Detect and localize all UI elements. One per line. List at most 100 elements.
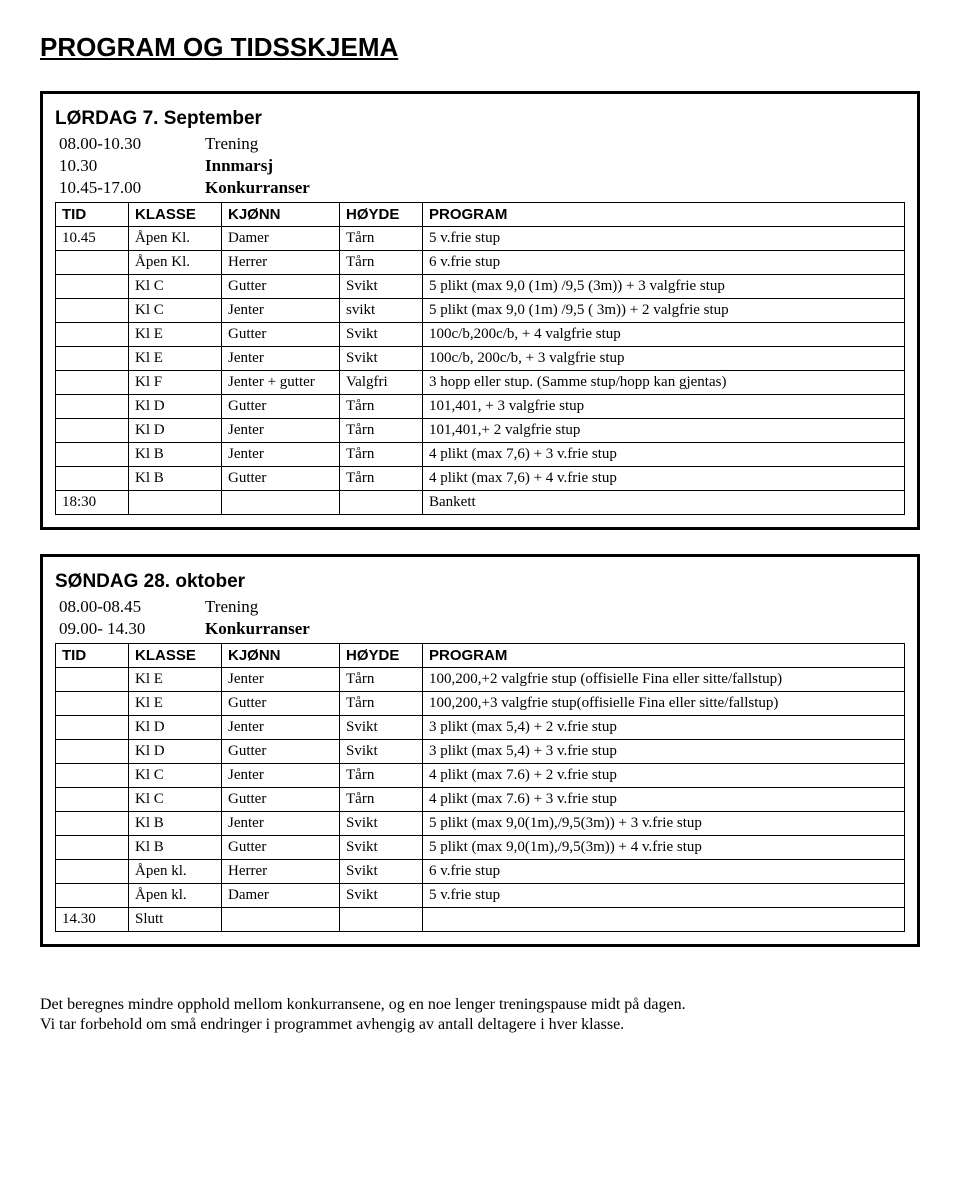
table-row: 10.45Åpen Kl.DamerTårn5 v.frie stup [56,227,905,251]
table-row: Kl BJenterSvikt5 plikt (max 9,0(1m),/9,5… [56,812,905,836]
table-cell [340,491,423,515]
table-cell: Kl E [129,347,222,371]
table-cell [56,860,129,884]
table-cell: Gutter [222,788,340,812]
table-row: Kl CGutterTårn4 plikt (max 7.6) + 3 v.fr… [56,788,905,812]
table-cell: Svikt [340,716,423,740]
table-cell [56,740,129,764]
table-cell: Kl C [129,764,222,788]
table-cell: 100,200,+3 valgfrie stup(offisielle Fina… [423,692,905,716]
table-cell: Tårn [340,227,423,251]
table-cell: 4 plikt (max 7.6) + 2 v.frie stup [423,764,905,788]
table-cell: 3 hopp eller stup. (Samme stup/hopp kan … [423,371,905,395]
table-cell: Tårn [340,395,423,419]
table-cell [56,836,129,860]
table-cell: Kl B [129,467,222,491]
col-header: KLASSE [129,644,222,668]
table-cell: Slutt [129,908,222,932]
table-cell: 100c/b,200c/b, + 4 valgfrie stup [423,323,905,347]
table-row: Kl DGutterSvikt3 plikt (max 5,4) + 3 v.f… [56,740,905,764]
table-cell [56,395,129,419]
table-row: Kl EGutterSvikt100c/b,200c/b, + 4 valgfr… [56,323,905,347]
table-cell: 6 v.frie stup [423,860,905,884]
table-cell: 5 plikt (max 9,0(1m),/9,5(3m)) + 3 v.fri… [423,812,905,836]
table-cell [56,299,129,323]
table-row: Åpen kl.DamerSvikt5 v.frie stup [56,884,905,908]
table-cell: Åpen Kl. [129,227,222,251]
table-cell: Svikt [340,812,423,836]
col-header: PROGRAM [423,203,905,227]
col-header: TID [56,203,129,227]
day1-box: LØRDAG 7. September 08.00-10.30Trening 1… [40,91,920,530]
table-cell: Svikt [340,347,423,371]
day2-prelines: 08.00-08.45Trening 09.00- 14.30Konkurran… [55,595,314,641]
table-cell: 101,401,+ 2 valgfrie stup [423,419,905,443]
table-cell [56,419,129,443]
table-cell: Tårn [340,764,423,788]
day2-box: SØNDAG 28. oktober 08.00-08.45Trening 09… [40,554,920,947]
table-cell [222,908,340,932]
col-header: HØYDE [340,644,423,668]
table-cell: Herrer [222,860,340,884]
table-cell: 4 plikt (max 7,6) + 4 v.frie stup [423,467,905,491]
table-cell: svikt [340,299,423,323]
table-row: Kl EJenterTårn100,200,+2 valgfrie stup (… [56,668,905,692]
table-cell [56,251,129,275]
table-cell: Kl D [129,716,222,740]
table-cell [340,908,423,932]
table-cell [56,443,129,467]
table-cell: Kl C [129,275,222,299]
table-cell: Åpen kl. [129,860,222,884]
table-cell [56,347,129,371]
table-cell: Kl E [129,668,222,692]
table-cell: Gutter [222,275,340,299]
table-cell [222,491,340,515]
table-row: Kl CJenterTårn4 plikt (max 7.6) + 2 v.fr… [56,764,905,788]
col-header: PROGRAM [423,644,905,668]
page-title: PROGRAM OG TIDSSKJEMA [40,32,920,63]
table-cell: Svikt [340,836,423,860]
table-cell: 5 v.frie stup [423,884,905,908]
table-cell: Svikt [340,740,423,764]
table-cell: Gutter [222,467,340,491]
table-cell: Svikt [340,275,423,299]
table-cell: 4 plikt (max 7,6) + 3 v.frie stup [423,443,905,467]
table-cell: Tårn [340,668,423,692]
table-cell [56,371,129,395]
table-cell: Jenter [222,419,340,443]
table-row: Kl CJentersvikt5 plikt (max 9,0 (1m) /9,… [56,299,905,323]
day2-heading: SØNDAG 28. oktober [55,571,905,593]
table-cell: Damer [222,227,340,251]
table-cell: Gutter [222,740,340,764]
col-header: KJØNN [222,203,340,227]
table-cell: Kl B [129,836,222,860]
table-cell: Jenter [222,716,340,740]
table-row: Kl BGutterSvikt5 plikt (max 9,0(1m),/9,5… [56,836,905,860]
table-row: Kl DJenterTårn101,401,+ 2 valgfrie stup [56,419,905,443]
table-cell: Gutter [222,692,340,716]
table-cell: 3 plikt (max 5,4) + 3 v.frie stup [423,740,905,764]
table-cell: Jenter + gutter [222,371,340,395]
col-header: KJØNN [222,644,340,668]
col-header: KLASSE [129,203,222,227]
table-cell [56,692,129,716]
table-row: Kl DJenterSvikt3 plikt (max 5,4) + 2 v.f… [56,716,905,740]
table-cell: 6 v.frie stup [423,251,905,275]
table-cell [56,788,129,812]
table-row: Åpen Kl.HerrerTårn6 v.frie stup [56,251,905,275]
table-cell [129,491,222,515]
table-cell: Kl C [129,788,222,812]
table-cell: 5 plikt (max 9,0(1m),/9,5(3m)) + 4 v.fri… [423,836,905,860]
day1-table: TIDKLASSEKJØNNHØYDEPROGRAM 10.45Åpen Kl.… [55,202,905,515]
table-cell: Tårn [340,443,423,467]
table-cell: Jenter [222,299,340,323]
table-cell: Kl F [129,371,222,395]
table-cell: Åpen kl. [129,884,222,908]
table-cell: Gutter [222,836,340,860]
table-cell [423,908,905,932]
table-cell: Tårn [340,251,423,275]
table-cell: 100,200,+2 valgfrie stup (offisielle Fin… [423,668,905,692]
table-cell: Kl D [129,740,222,764]
table-cell: Tårn [340,467,423,491]
table-cell: Gutter [222,395,340,419]
